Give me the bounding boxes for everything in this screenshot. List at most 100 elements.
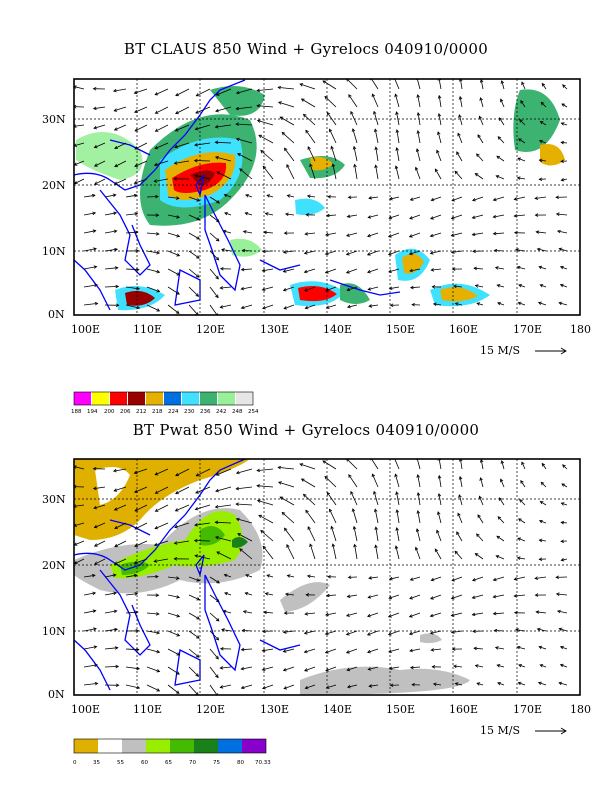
wind-vector-head — [194, 554, 199, 558]
wind-vector-head — [176, 633, 181, 637]
wind-vector — [409, 630, 421, 635]
wind-vector-head — [328, 128, 333, 133]
wind-vector-head — [430, 197, 435, 202]
colorbar-swatch — [128, 392, 145, 405]
panel2-lon-label: 160E — [449, 703, 478, 716]
wind-vector-head — [262, 629, 266, 634]
wind-vector — [283, 630, 295, 633]
wind-vector — [125, 231, 138, 234]
wind-vector — [367, 268, 379, 273]
wind-vector-head — [113, 108, 118, 112]
wind-vector — [134, 540, 148, 547]
wind-vector — [430, 250, 442, 254]
wind-vector — [305, 304, 316, 309]
wind-vector-head — [154, 526, 159, 530]
wind-vector-head — [219, 305, 224, 309]
wind-vector-head — [416, 473, 420, 478]
colorbar-label: 65 — [165, 760, 172, 766]
wind-vector-head — [536, 247, 541, 252]
wind-vector-head — [195, 490, 199, 494]
colorbar-label: 75 — [213, 760, 220, 766]
wind-vector — [517, 646, 526, 650]
wind-vector — [437, 131, 442, 144]
wind-vector-head — [492, 197, 497, 202]
wind-vector-head — [450, 596, 455, 600]
wind-vector-head — [92, 106, 97, 111]
wind-vector — [155, 106, 169, 114]
wind-vector — [209, 630, 219, 641]
wind-vector-head — [560, 178, 565, 182]
wind-vector-head — [562, 464, 566, 468]
wind-vector-head — [133, 560, 138, 565]
wind-vector-head — [555, 592, 560, 597]
wind-vector — [262, 648, 274, 652]
wind-vector-head — [538, 265, 543, 270]
wind-vector-head — [521, 461, 525, 466]
wind-vector — [262, 546, 274, 560]
wind-vector-head — [459, 79, 463, 82]
wind-vector — [113, 88, 127, 92]
wind-vector-head — [176, 253, 181, 257]
wind-vector — [263, 231, 274, 234]
wind-vector — [114, 540, 127, 547]
wind-vector-head — [540, 481, 545, 486]
wind-vector-head — [286, 544, 290, 548]
wind-vector-head — [395, 147, 399, 151]
wind-vector — [457, 133, 463, 144]
panel2-wind-vectors — [74, 459, 568, 695]
wind-vector-head — [156, 269, 161, 274]
wind-vector-head — [215, 472, 220, 476]
wind-vector-head — [330, 525, 334, 530]
wind-vector — [307, 526, 316, 542]
wind-vector-head — [156, 250, 161, 255]
wind-vector — [480, 477, 484, 488]
wind-vector-head — [478, 115, 482, 120]
wind-vector-head — [299, 463, 304, 467]
wind-vector-head — [219, 666, 224, 670]
wind-vector — [262, 304, 274, 309]
wind-vector-head — [560, 539, 564, 543]
wind-vector-head — [258, 134, 262, 139]
wind-vector-head — [156, 649, 161, 654]
colorbar-label: 60 — [141, 760, 148, 766]
wind-vector — [354, 544, 358, 560]
wind-vector — [556, 213, 568, 216]
wind-vector — [480, 459, 484, 470]
wind-vector-head — [367, 595, 372, 599]
wind-vector — [155, 88, 169, 96]
wind-vector-head — [395, 111, 399, 116]
wind-vector-head — [222, 229, 227, 234]
wind-vector — [114, 142, 127, 149]
wind-vector-head — [539, 284, 544, 288]
wind-vector — [476, 533, 484, 542]
wind-vector-head — [307, 146, 311, 150]
wind-vector-head — [173, 557, 178, 561]
wind-vector-head — [388, 595, 393, 600]
wind-vector-head — [304, 305, 309, 310]
wind-vector-head — [282, 668, 287, 672]
wind-vector-head — [155, 194, 159, 199]
wind-vector-head — [260, 149, 264, 154]
wind-vector-head — [368, 576, 372, 580]
wind-vector — [374, 129, 379, 144]
wind-vector — [299, 83, 316, 90]
wind-vector-head — [113, 507, 118, 511]
wind-vector-head — [395, 129, 400, 133]
wind-vector — [326, 214, 337, 217]
wind-vector-head — [500, 80, 505, 84]
wind-vector — [167, 304, 180, 314]
wind-vector-head — [240, 666, 245, 671]
wind-vector-head — [430, 216, 434, 220]
wind-vector — [409, 268, 421, 272]
wind-vector — [195, 175, 211, 180]
wind-vector — [285, 593, 295, 596]
wind-vector-head — [352, 525, 357, 530]
wind-vector-head — [114, 543, 118, 548]
wind-vector-head — [277, 465, 282, 470]
panel1-frame — [73, 78, 581, 316]
wind-vector — [266, 194, 274, 198]
wind-vector — [518, 284, 526, 288]
wind-vector — [83, 592, 96, 596]
wind-vector — [195, 106, 211, 114]
wind-vector-head — [214, 124, 219, 129]
